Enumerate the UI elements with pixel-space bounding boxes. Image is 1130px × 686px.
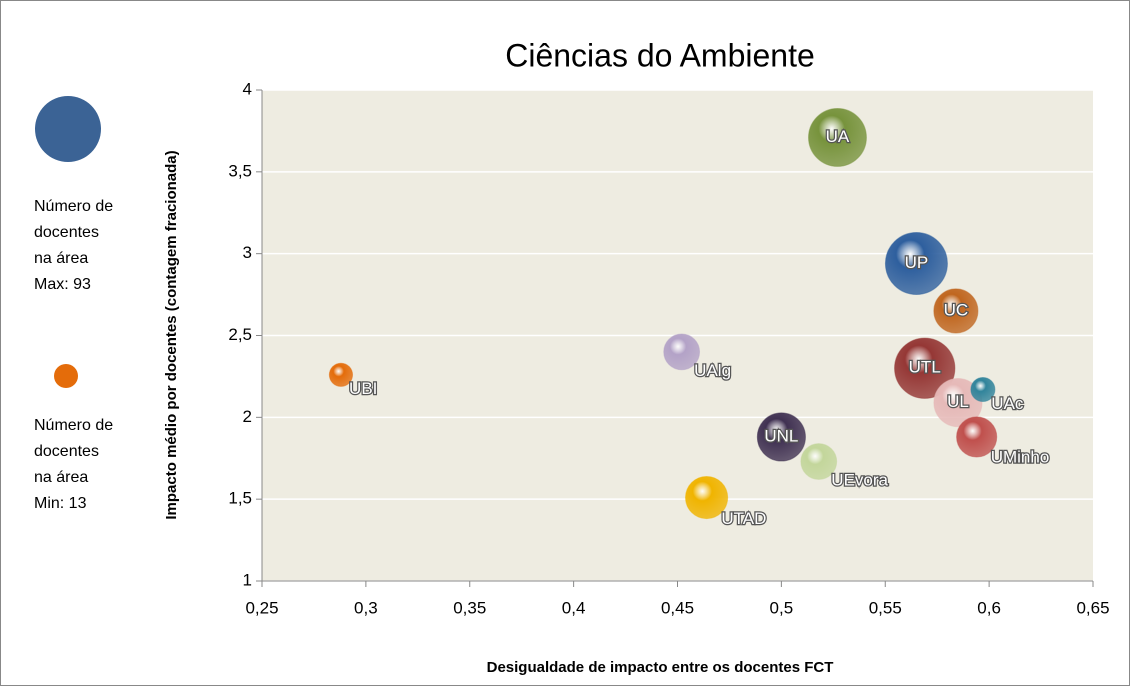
y-axis-label: Impacto médio por docentes (contagem fra… bbox=[163, 150, 180, 519]
bubble-label: UBI bbox=[349, 379, 377, 398]
bubble-label: UP bbox=[905, 253, 929, 272]
legend-text: Número de bbox=[34, 198, 113, 215]
legend-text: Max: 93 bbox=[34, 276, 91, 293]
bubble bbox=[884, 231, 948, 295]
bubble-label: UC bbox=[944, 300, 969, 319]
legend-text: na área bbox=[34, 250, 88, 267]
y-tick-label: 1,5 bbox=[228, 489, 252, 508]
y-tick-label: 3 bbox=[243, 243, 252, 262]
x-tick-label: 0,35 bbox=[453, 598, 486, 617]
x-tick-label: 0,3 bbox=[354, 598, 378, 617]
y-tick-label: 2 bbox=[243, 407, 252, 426]
bubble bbox=[663, 333, 701, 371]
x-tick-label: 0,25 bbox=[245, 598, 278, 617]
x-tick-label: 0,4 bbox=[562, 598, 586, 617]
x-tick-label: 0,55 bbox=[869, 598, 902, 617]
legend-text: docentes bbox=[34, 224, 99, 241]
legend-text: na área bbox=[34, 469, 88, 486]
x-tick-label: 0,65 bbox=[1076, 598, 1109, 617]
bubble-label: UAlg bbox=[694, 361, 731, 380]
chart-title: Ciências do Ambiente bbox=[505, 37, 815, 73]
x-tick-label: 0,5 bbox=[770, 598, 794, 617]
bubble bbox=[894, 337, 956, 399]
x-tick-label: 0,6 bbox=[977, 598, 1001, 617]
bubble bbox=[956, 416, 998, 458]
y-tick-label: 2,5 bbox=[228, 325, 252, 344]
y-tick-label: 1 bbox=[243, 570, 252, 589]
legend-max-marker bbox=[35, 96, 101, 162]
bubble bbox=[808, 108, 867, 167]
bubble-label: UNL bbox=[764, 426, 798, 445]
x-axis-label: Desigualdade de impacto entre os docente… bbox=[487, 659, 834, 676]
bubble-label: UA bbox=[826, 127, 850, 146]
legend-text: Número de bbox=[34, 417, 113, 434]
bubble bbox=[933, 378, 983, 428]
bubble-label: UTAD bbox=[721, 509, 766, 528]
bubble bbox=[685, 475, 729, 520]
legend-text: Min: 13 bbox=[34, 495, 87, 512]
bubble bbox=[756, 412, 806, 462]
bubble-label: UAc bbox=[991, 394, 1024, 413]
bubble-label: UMinho bbox=[991, 448, 1050, 467]
bubble bbox=[933, 288, 979, 334]
bubble-label: UL bbox=[947, 392, 969, 411]
x-tick-label: 0,45 bbox=[661, 598, 694, 617]
bubble bbox=[800, 443, 838, 480]
bubble-label: UEvora bbox=[831, 470, 888, 489]
legend-min-marker bbox=[54, 364, 78, 388]
y-tick-label: 3,5 bbox=[228, 161, 252, 180]
bubble-label: UTL bbox=[909, 358, 941, 377]
legend-text: docentes bbox=[34, 443, 99, 460]
bubble bbox=[970, 376, 996, 403]
y-tick-label: 4 bbox=[243, 79, 252, 98]
bubble bbox=[328, 362, 354, 387]
